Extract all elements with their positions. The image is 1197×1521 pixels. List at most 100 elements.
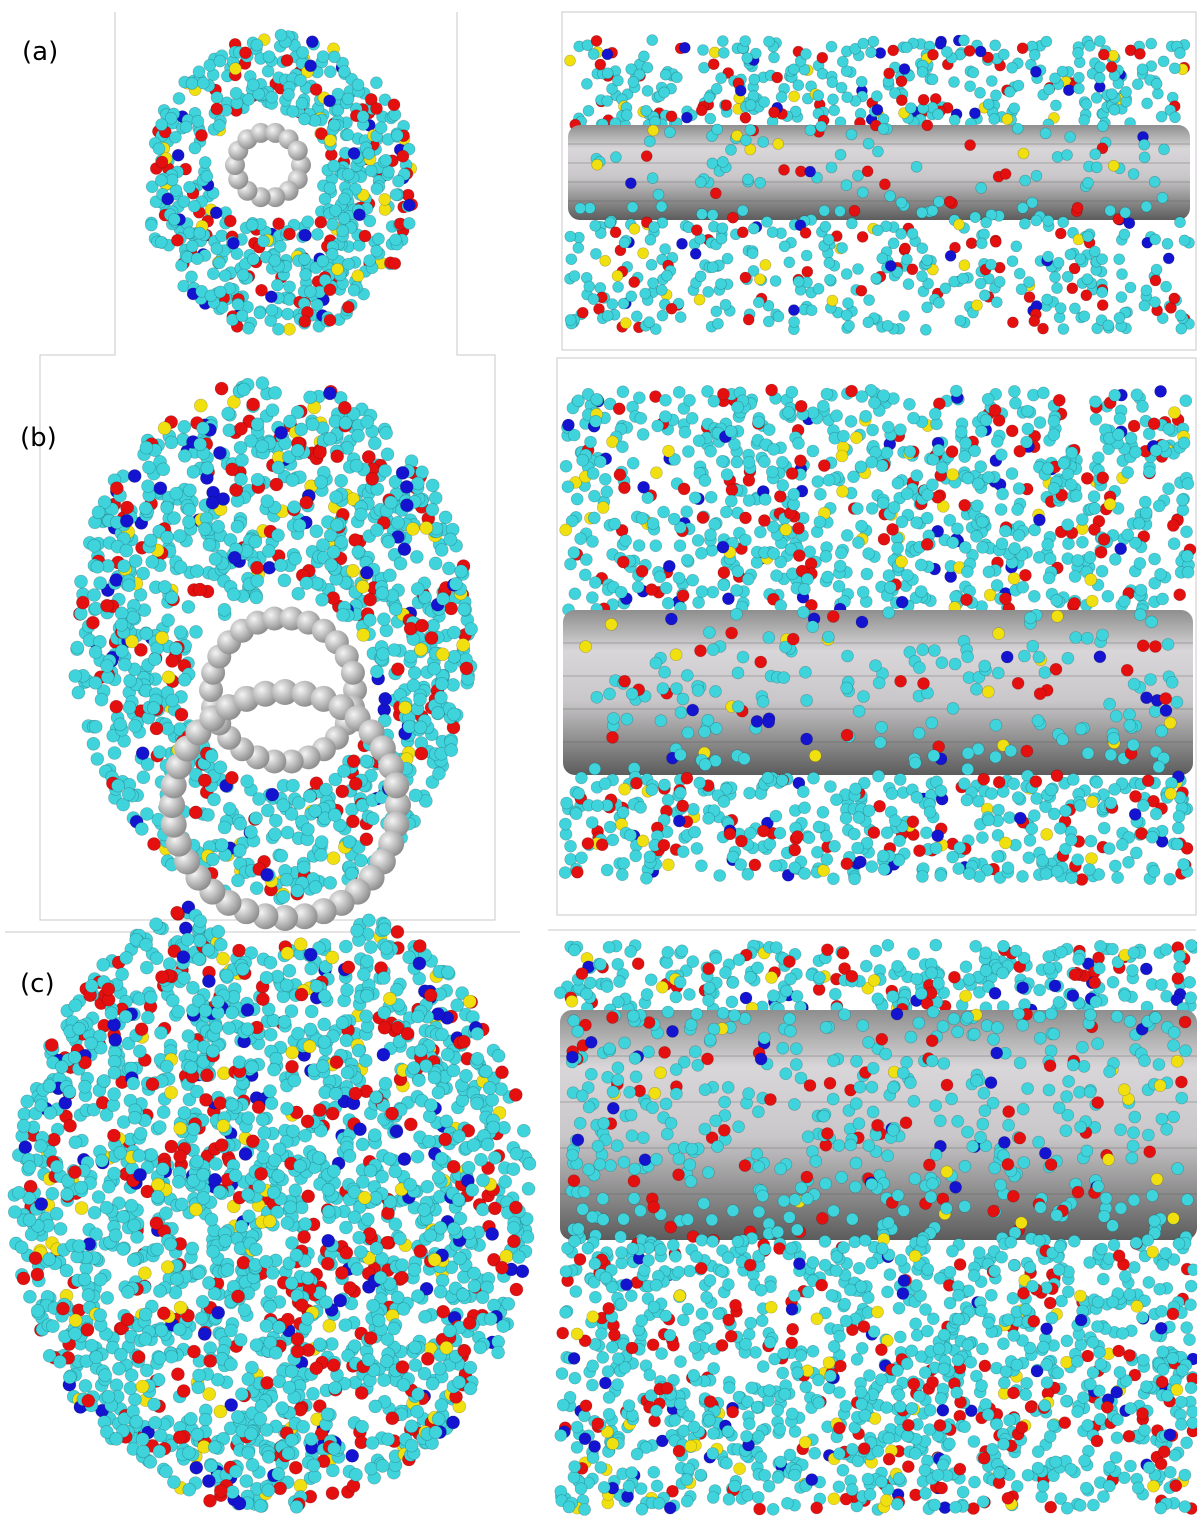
atom — [429, 492, 442, 505]
atom — [415, 747, 428, 760]
atom — [361, 416, 374, 429]
atom — [1023, 852, 1035, 864]
atom — [315, 216, 327, 228]
atom — [876, 460, 888, 472]
atom — [633, 392, 645, 404]
atom — [1136, 828, 1148, 840]
atom — [324, 135, 336, 147]
atom — [809, 750, 821, 762]
atom — [883, 570, 895, 582]
atom — [404, 622, 417, 635]
atom — [769, 860, 781, 872]
atom — [587, 536, 599, 548]
atom — [932, 830, 944, 842]
atom — [263, 561, 276, 574]
atom — [595, 59, 606, 70]
atom — [277, 799, 290, 812]
atom — [1169, 293, 1180, 304]
atom — [740, 36, 751, 47]
atom — [913, 662, 925, 674]
atom — [1139, 152, 1150, 163]
atom — [398, 543, 411, 556]
atom — [291, 884, 304, 897]
atom — [613, 282, 624, 293]
atom — [1017, 581, 1029, 593]
atom — [1109, 783, 1121, 795]
atom — [364, 593, 377, 606]
atom — [309, 115, 321, 127]
atom — [737, 227, 748, 238]
atom — [573, 242, 584, 253]
atom — [342, 129, 354, 141]
atom — [1022, 405, 1034, 417]
atom — [75, 575, 88, 588]
atom — [824, 781, 836, 793]
atom — [1097, 287, 1108, 298]
atom — [677, 693, 689, 705]
atom — [696, 209, 707, 220]
atom — [1034, 688, 1046, 700]
atom — [375, 122, 387, 134]
atom — [590, 415, 602, 427]
atom — [175, 708, 188, 721]
atom — [762, 216, 773, 227]
atom — [641, 105, 652, 116]
molecular-renderings — [8, 29, 1197, 1515]
atom — [411, 583, 424, 596]
atom — [773, 311, 784, 322]
atom — [656, 201, 667, 212]
atom — [266, 788, 279, 801]
atom — [1097, 300, 1108, 311]
atom — [770, 810, 782, 822]
atom — [924, 806, 936, 818]
atom — [1074, 57, 1085, 68]
atom — [201, 462, 214, 475]
atom — [222, 407, 235, 420]
atom — [836, 82, 847, 93]
atom — [1167, 520, 1179, 532]
atom — [696, 586, 708, 598]
atom — [166, 174, 178, 186]
atom — [122, 788, 135, 801]
atom — [674, 787, 686, 799]
atom — [569, 271, 580, 282]
atom — [196, 129, 208, 141]
atom — [353, 209, 365, 221]
atom — [91, 560, 104, 573]
atom — [274, 559, 287, 572]
atom — [1065, 132, 1076, 143]
atom — [186, 78, 198, 90]
atom — [588, 49, 599, 60]
atom — [911, 470, 923, 482]
atom — [153, 143, 165, 155]
atom — [1134, 609, 1146, 621]
atom — [679, 426, 691, 438]
atom — [389, 258, 401, 270]
atom — [920, 827, 932, 839]
atom — [426, 479, 439, 492]
atom — [1090, 413, 1102, 425]
atom — [641, 151, 652, 162]
atom — [342, 168, 354, 180]
atom — [345, 867, 358, 880]
atom — [841, 682, 853, 694]
atom — [917, 644, 929, 656]
atom — [1092, 452, 1104, 464]
atom — [767, 227, 778, 238]
atom — [406, 523, 419, 536]
atom — [388, 644, 401, 657]
atom — [703, 812, 715, 824]
atom — [872, 146, 883, 157]
atom — [901, 488, 913, 500]
atom — [218, 821, 231, 834]
atom — [899, 64, 910, 75]
atom — [300, 269, 312, 281]
atom — [614, 469, 626, 481]
atom — [169, 131, 181, 143]
atom — [589, 577, 601, 589]
atom — [570, 808, 582, 820]
atom — [609, 518, 621, 530]
atom — [617, 386, 629, 398]
atom — [608, 712, 620, 724]
atom — [360, 566, 373, 579]
